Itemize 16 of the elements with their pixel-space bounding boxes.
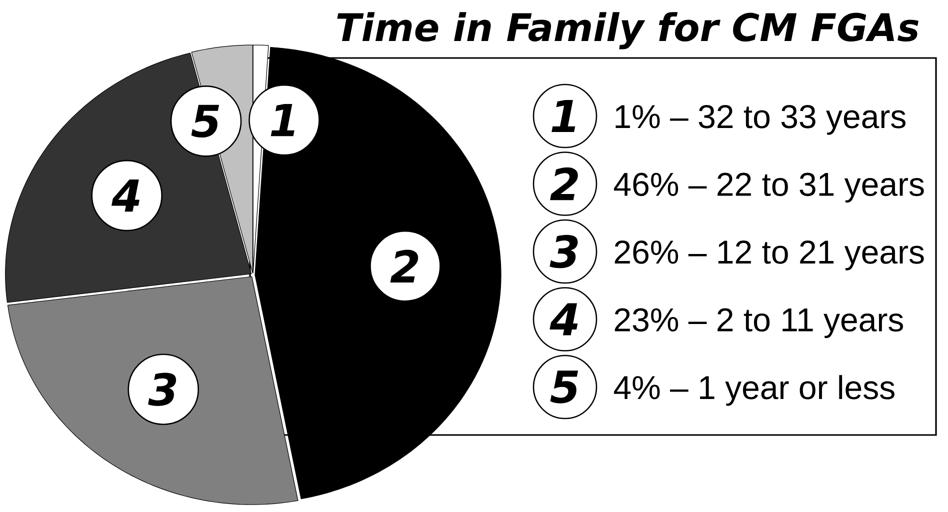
text: 4 <box>550 303 578 336</box>
text: 5 <box>550 370 578 404</box>
legend-label: 1% – 32 to 33 years <box>616 104 906 135</box>
legend-label: 4% – 1 year or less <box>614 375 894 406</box>
text: 3 <box>550 234 578 268</box>
text: 2 <box>550 167 578 200</box>
text: 4 <box>112 180 140 212</box>
legend-label: 46% – 22 to 31 years <box>614 172 924 203</box>
legend-label: 23% – 2 to 11 years <box>614 308 904 338</box>
text: 1 <box>552 100 576 132</box>
legend-label: 26% – 12 to 21 years <box>614 240 924 270</box>
chart-title: Time in Family for CM FGAs <box>337 12 918 50</box>
text: 5 <box>191 104 220 138</box>
text: 1 <box>270 104 294 136</box>
text: 2 <box>390 250 418 282</box>
text: 3 <box>148 372 176 406</box>
